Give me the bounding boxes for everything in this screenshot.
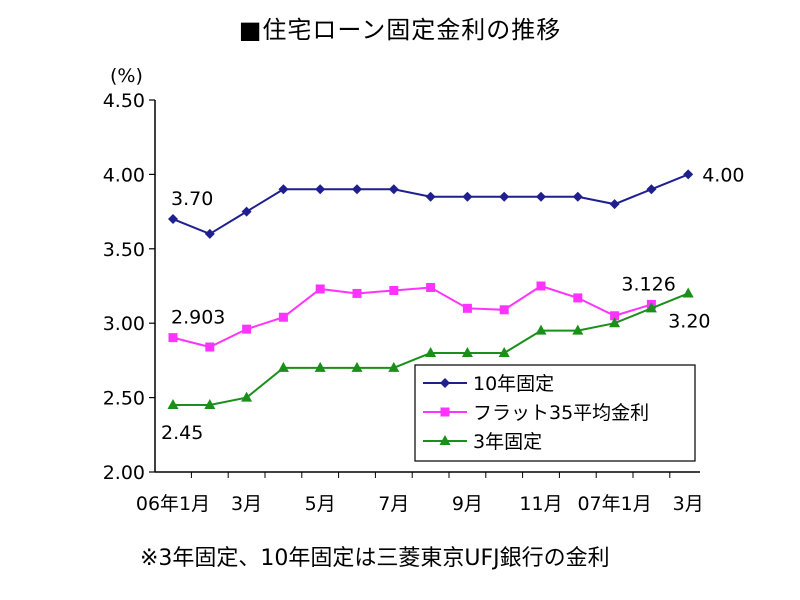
x-tick-label: 5月 bbox=[305, 493, 336, 515]
data-point bbox=[388, 361, 400, 372]
data-point bbox=[683, 169, 694, 180]
data-point bbox=[499, 191, 510, 202]
data-point bbox=[609, 199, 620, 210]
data-point bbox=[241, 206, 252, 217]
data-point bbox=[645, 302, 657, 313]
y-tick-label: 2.50 bbox=[103, 388, 145, 410]
data-point bbox=[205, 342, 215, 352]
data-point bbox=[498, 346, 510, 357]
data-point bbox=[535, 324, 547, 335]
y-tick-label: 4.50 bbox=[103, 90, 145, 112]
data-point bbox=[426, 282, 436, 292]
legend-marker bbox=[440, 407, 450, 417]
data-label: 2.903 bbox=[171, 307, 225, 329]
x-tick-label: 3月 bbox=[673, 493, 704, 515]
data-point bbox=[610, 311, 620, 321]
data-point bbox=[461, 346, 473, 357]
x-tick-label: 11月 bbox=[519, 493, 562, 515]
data-point bbox=[389, 285, 399, 295]
legend-item: 3年固定 bbox=[423, 431, 542, 453]
data-point bbox=[277, 361, 289, 372]
data-point bbox=[425, 191, 436, 202]
data-label: 4.00 bbox=[702, 164, 744, 186]
legend-marker bbox=[439, 435, 451, 445]
data-point bbox=[646, 184, 657, 195]
x-tick-label: 3月 bbox=[231, 493, 262, 515]
data-point bbox=[462, 191, 473, 202]
x-tick-label: 06年1月 bbox=[136, 493, 210, 515]
x-tick-label: 07年1月 bbox=[577, 493, 651, 515]
data-point bbox=[315, 184, 326, 195]
data-point bbox=[352, 288, 362, 298]
data-point bbox=[167, 399, 179, 410]
annotations: 3.70 4.00 2.903 3.126 2.45 3.20 bbox=[161, 164, 745, 444]
data-point bbox=[499, 305, 509, 315]
data-label: 3.126 bbox=[621, 273, 675, 295]
series-line bbox=[172, 284, 652, 349]
legend-marker bbox=[440, 378, 450, 388]
data-point bbox=[278, 312, 288, 322]
data-point bbox=[352, 184, 362, 195]
y-tick-label: 3.50 bbox=[103, 239, 145, 261]
data-point bbox=[536, 191, 546, 202]
series-1 bbox=[168, 169, 694, 239]
y-tick-label: 2.00 bbox=[103, 462, 145, 484]
series-layer bbox=[167, 169, 694, 410]
data-point bbox=[242, 324, 252, 334]
legend-label: 10年固定 bbox=[473, 373, 554, 395]
data-point bbox=[168, 333, 178, 343]
y-unit-label: (%) bbox=[110, 65, 143, 87]
legend-label: フラット35平均金利 bbox=[473, 402, 649, 424]
data-point bbox=[572, 324, 584, 335]
x-tick-label: 7月 bbox=[378, 493, 409, 515]
series-3 bbox=[167, 287, 694, 410]
data-point bbox=[462, 303, 472, 313]
data-point bbox=[204, 228, 215, 239]
data-point bbox=[609, 317, 621, 328]
chart-title: ■住宅ローン固定金利の推移 bbox=[238, 16, 562, 44]
data-point bbox=[572, 191, 583, 202]
legend-item: 10年固定 bbox=[423, 373, 554, 395]
data-label: 3.20 bbox=[668, 310, 710, 332]
data-point bbox=[425, 346, 437, 357]
data-point bbox=[682, 287, 694, 298]
legend-label: 3年固定 bbox=[473, 431, 542, 453]
data-point bbox=[351, 361, 363, 372]
data-point bbox=[278, 184, 289, 195]
footnote: ※3年固定、10年固定は三菱東京UFJ銀行の金利 bbox=[140, 546, 610, 571]
y-tick-label: 3.00 bbox=[103, 313, 145, 335]
data-point bbox=[573, 293, 583, 303]
data-point bbox=[536, 281, 546, 291]
data-point bbox=[168, 214, 178, 225]
series-2 bbox=[168, 281, 656, 352]
axes: 2.00 2.50 3.00 3.50 4.00 4.50 (%) 06年1月 3月 5月 7月 9月… bbox=[103, 65, 704, 515]
legend-item: フラット35平均金利 bbox=[423, 402, 649, 424]
data-label: 2.45 bbox=[161, 422, 203, 444]
x-tick-label: 9月 bbox=[452, 493, 483, 515]
data-point bbox=[314, 361, 326, 372]
y-tick-label: 4.00 bbox=[103, 164, 145, 186]
data-point bbox=[204, 399, 216, 410]
data-point bbox=[388, 184, 399, 195]
data-point bbox=[315, 284, 325, 294]
data-point bbox=[241, 391, 253, 402]
data-label: 3.70 bbox=[171, 188, 213, 210]
